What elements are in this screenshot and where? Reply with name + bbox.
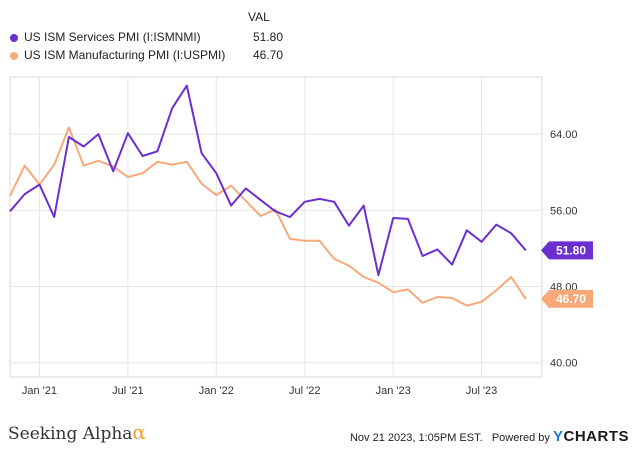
y-tick-label: 40.00 (550, 358, 578, 370)
x-tick-label: Jan '21 (22, 385, 57, 397)
legend-marker-icon (10, 52, 18, 60)
legend-item-value: 46.70 (252, 48, 283, 62)
services-pmi-line (9, 84, 527, 277)
timestamp: Nov 21 2023, 1:05PM EST. (349, 432, 483, 444)
manufacturing-value-badge: 46.70 (541, 289, 593, 308)
value-badge-label: 46.70 (556, 292, 586, 306)
x-tick-label: Jul '22 (289, 385, 320, 397)
plot-area (9, 76, 543, 378)
legend-item-value: 51.80 (252, 30, 283, 44)
value-badges: 46.70 51.80 (541, 241, 593, 308)
manufacturing-pmi-line (9, 126, 527, 307)
value-badge-shape (541, 289, 593, 308)
ycharts-y-icon: Y (552, 428, 564, 445)
legend-item-manufacturing[interactable]: US ISM Manufacturing PMI (I:USPMI) 46.70 (8, 48, 283, 64)
legend-value-header: VAL (248, 10, 270, 24)
x-tick-label: Jan '23 (376, 385, 411, 397)
series-layer (9, 84, 527, 307)
alpha-logo-icon: α (132, 420, 146, 444)
plot-frame (9, 76, 543, 378)
y-tick-label: 64.00 (550, 129, 578, 141)
legend-item-label: US ISM Services PMI (I:ISMNMI) (24, 30, 201, 44)
chart-footer: Nov 21 2023, 1:05PM EST. Powered by YCHA… (350, 428, 629, 445)
y-tick-label: 56.00 (550, 205, 578, 217)
powered-by-label: Powered by (491, 432, 550, 444)
x-tick-label: Jul '23 (466, 385, 497, 397)
brand-name: Seeking Alpha (8, 424, 133, 444)
x-tick-label: Jan '22 (199, 385, 234, 397)
value-badge-label: 51.80 (556, 243, 586, 257)
ycharts-logo[interactable]: YCHARTS (553, 428, 629, 445)
value-badge-shape (541, 241, 593, 260)
legend-marker-icon (10, 34, 18, 42)
legend-item-services[interactable]: US ISM Services PMI (I:ISMNMI) 51.80 (8, 30, 283, 46)
legend-item-label: US ISM Manufacturing PMI (I:USPMI) (24, 48, 226, 62)
seeking-alpha-logo[interactable]: Seeking Alphaα (8, 420, 146, 444)
services-value-badge: 51.80 (541, 241, 593, 260)
ycharts-wordmark: CHARTS (563, 428, 629, 445)
x-tick-label: Jul '21 (112, 385, 143, 397)
